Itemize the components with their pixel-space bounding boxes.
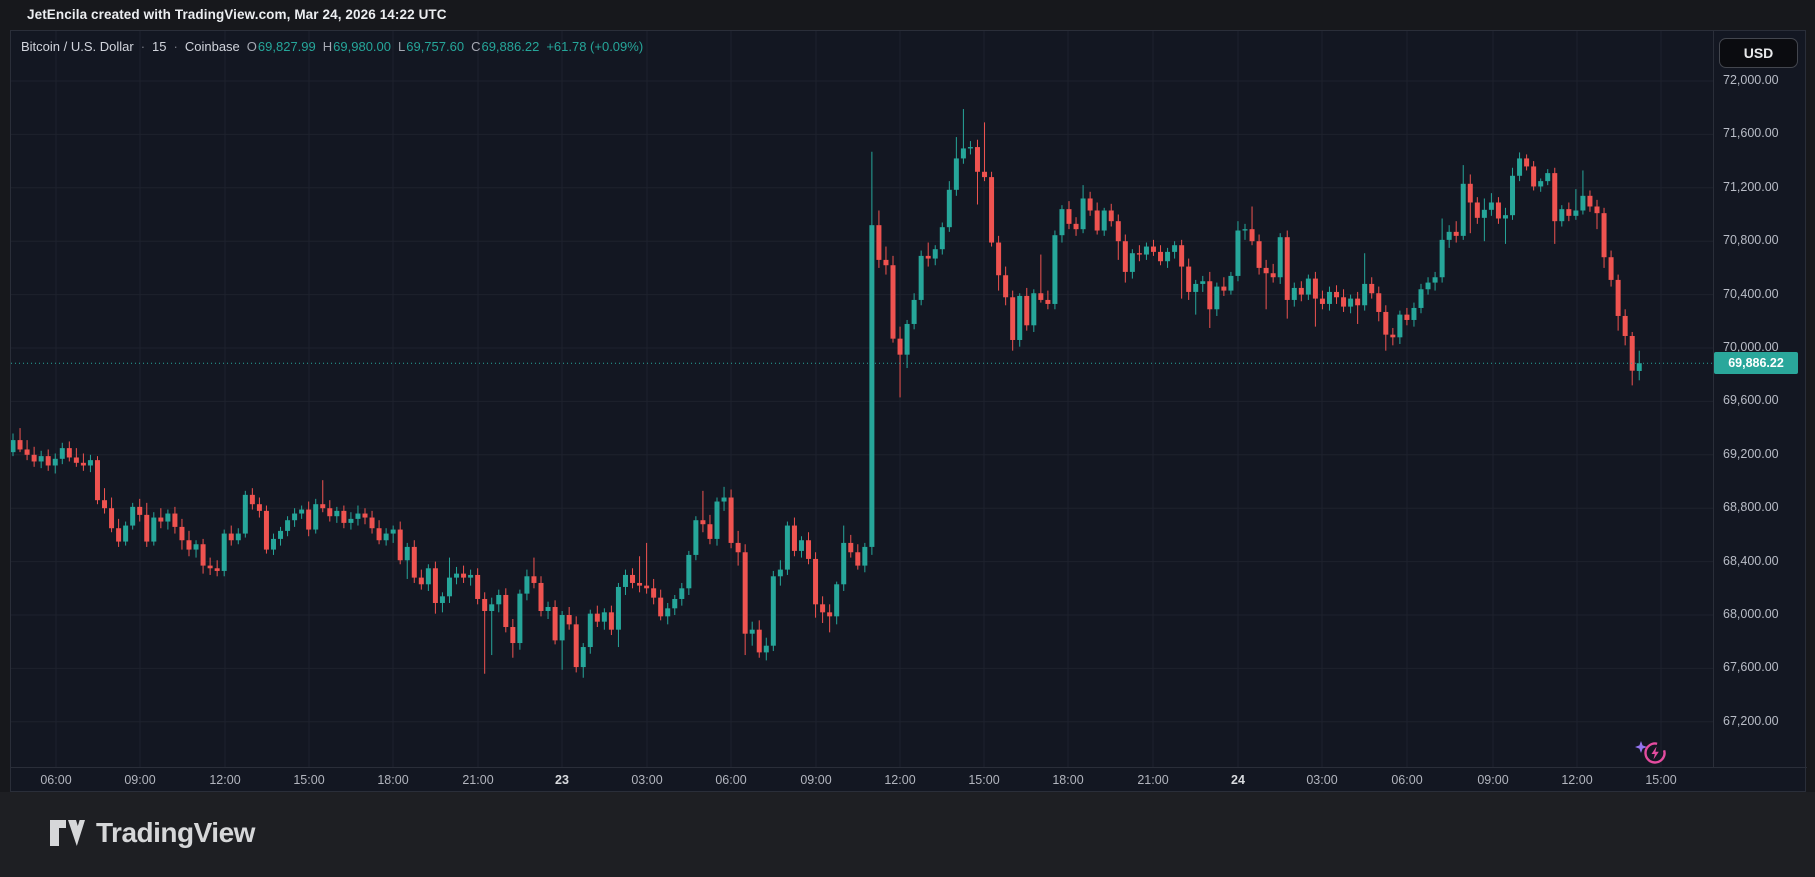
price-tick-label: 69,600.00 [1723,393,1779,408]
currency-button[interactable]: USD [1719,38,1798,68]
time-tick-label: 12:00 [884,773,916,787]
price-tick-label: 71,600.00 [1723,126,1779,141]
symbol-legend[interactable]: Bitcoin / U.S. Dollar · 15 · Coinbase O6… [21,39,643,54]
time-tick-label: 03:00 [1306,773,1338,787]
price-tick-label: 68,800.00 [1723,500,1779,515]
price-axis[interactable]: USD 69,886.22 72,000.00 71,600.00 71,200.0… [1713,31,1807,767]
time-tick-label: 24 [1231,773,1245,787]
time-tick-label: 21:00 [462,773,494,787]
price-change: +61.78 (+0.09%) [546,39,644,54]
time-tick-label: 15:00 [1645,773,1677,787]
time-tick-label: 15:00 [293,773,325,787]
time-tick-label: 21:00 [1137,773,1169,787]
time-tick-label: 09:00 [124,773,156,787]
time-tick-label: 03:00 [631,773,663,787]
time-tick-label: 12:00 [1561,773,1593,787]
flash-sparkle-icon[interactable] [1633,735,1669,767]
legend-separator: · [173,39,178,54]
price-tick-label: 71,200.00 [1723,179,1779,194]
time-tick-label: 15:00 [968,773,1000,787]
price-tick-label: 70,000.00 [1723,340,1779,354]
tradingview-logo[interactable]: TradingView [48,816,255,850]
symbol-name: Bitcoin / U.S. Dollar [21,39,134,54]
attribution-text: JetEncila created with TradingView.com, … [27,7,447,22]
price-tick-label: 67,200.00 [1723,713,1779,728]
exchange-label: Coinbase [184,39,240,54]
price-tick-label: 70,400.00 [1723,286,1779,301]
price-tick-label: 70,800.00 [1723,233,1779,248]
last-price-label: 69,886.22 [1714,352,1798,375]
price-tick-label: 69,200.00 [1723,446,1779,461]
time-tick-label: 06:00 [715,773,747,787]
candlestick-chart[interactable] [11,31,1713,767]
footer-bar: TradingView [0,792,1815,877]
time-tick-label: 18:00 [377,773,409,787]
time-tick-label: 09:00 [800,773,832,787]
price-tick-label: 68,000.00 [1723,607,1779,621]
attribution-bar: JetEncila created with TradingView.com, … [0,0,1815,30]
time-tick-label: 23 [555,773,569,787]
time-tick-label: 06:00 [1391,773,1423,787]
interval-label: 15 [152,39,167,54]
tradingview-mark-icon [50,820,85,846]
ohlc-low: L69,757.60 [398,39,465,54]
time-tick-label: 18:00 [1052,773,1084,787]
time-tick-label: 12:00 [209,773,241,787]
price-tick-label: 72,000.00 [1723,73,1779,87]
time-axis[interactable]: 06:00 09:00 12:00 15:00 18:00 21:00 23 03:00 06:… [11,767,1807,793]
ohlc-high: H69,980.00 [322,39,391,54]
legend-separator: · [140,39,146,54]
price-tick-label: 68,400.00 [1723,553,1779,568]
ohlc-open: O69,827.99 [246,39,316,54]
time-tick-label: 09:00 [1477,773,1509,787]
tradingview-wordmark: TradingView [96,817,255,848]
time-tick-label: 06:00 [40,773,72,787]
ohlc-close: C69,886.22 [471,39,540,54]
chart-widget: Bitcoin / U.S. Dollar · 15 · Coinbase O6… [10,30,1807,793]
price-tick-label: 67,600.00 [1723,660,1779,675]
